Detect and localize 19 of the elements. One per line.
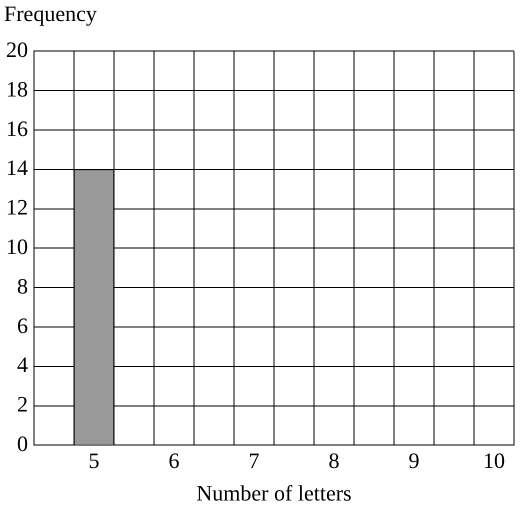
y-tick-label: 12 [6, 194, 28, 220]
y-tick-label: 4 [17, 352, 28, 378]
y-tick-label: 0 [17, 430, 28, 456]
y-tick-label: 6 [17, 312, 28, 338]
y-tick-label: 10 [6, 234, 28, 259]
x-tick-label: 5 [88, 448, 100, 474]
x-axis-title: Number of letters [196, 480, 352, 506]
y-tick-label: 8 [17, 273, 28, 298]
x-tick-label: 8 [328, 448, 340, 474]
y-tick-label: 2 [17, 392, 28, 417]
y-axis-title: Frequency [4, 0, 98, 28]
y-tick-label: 16 [6, 116, 28, 141]
y-tick-label: 18 [6, 76, 28, 102]
x-tick-label: 9 [408, 448, 420, 474]
x-tick-label: 6 [168, 448, 180, 474]
y-tick-label: 20 [6, 36, 28, 62]
y-tick-label: 14 [6, 155, 28, 180]
x-tick-label: 10 [483, 448, 505, 474]
x-tick-label: 7 [248, 448, 260, 474]
